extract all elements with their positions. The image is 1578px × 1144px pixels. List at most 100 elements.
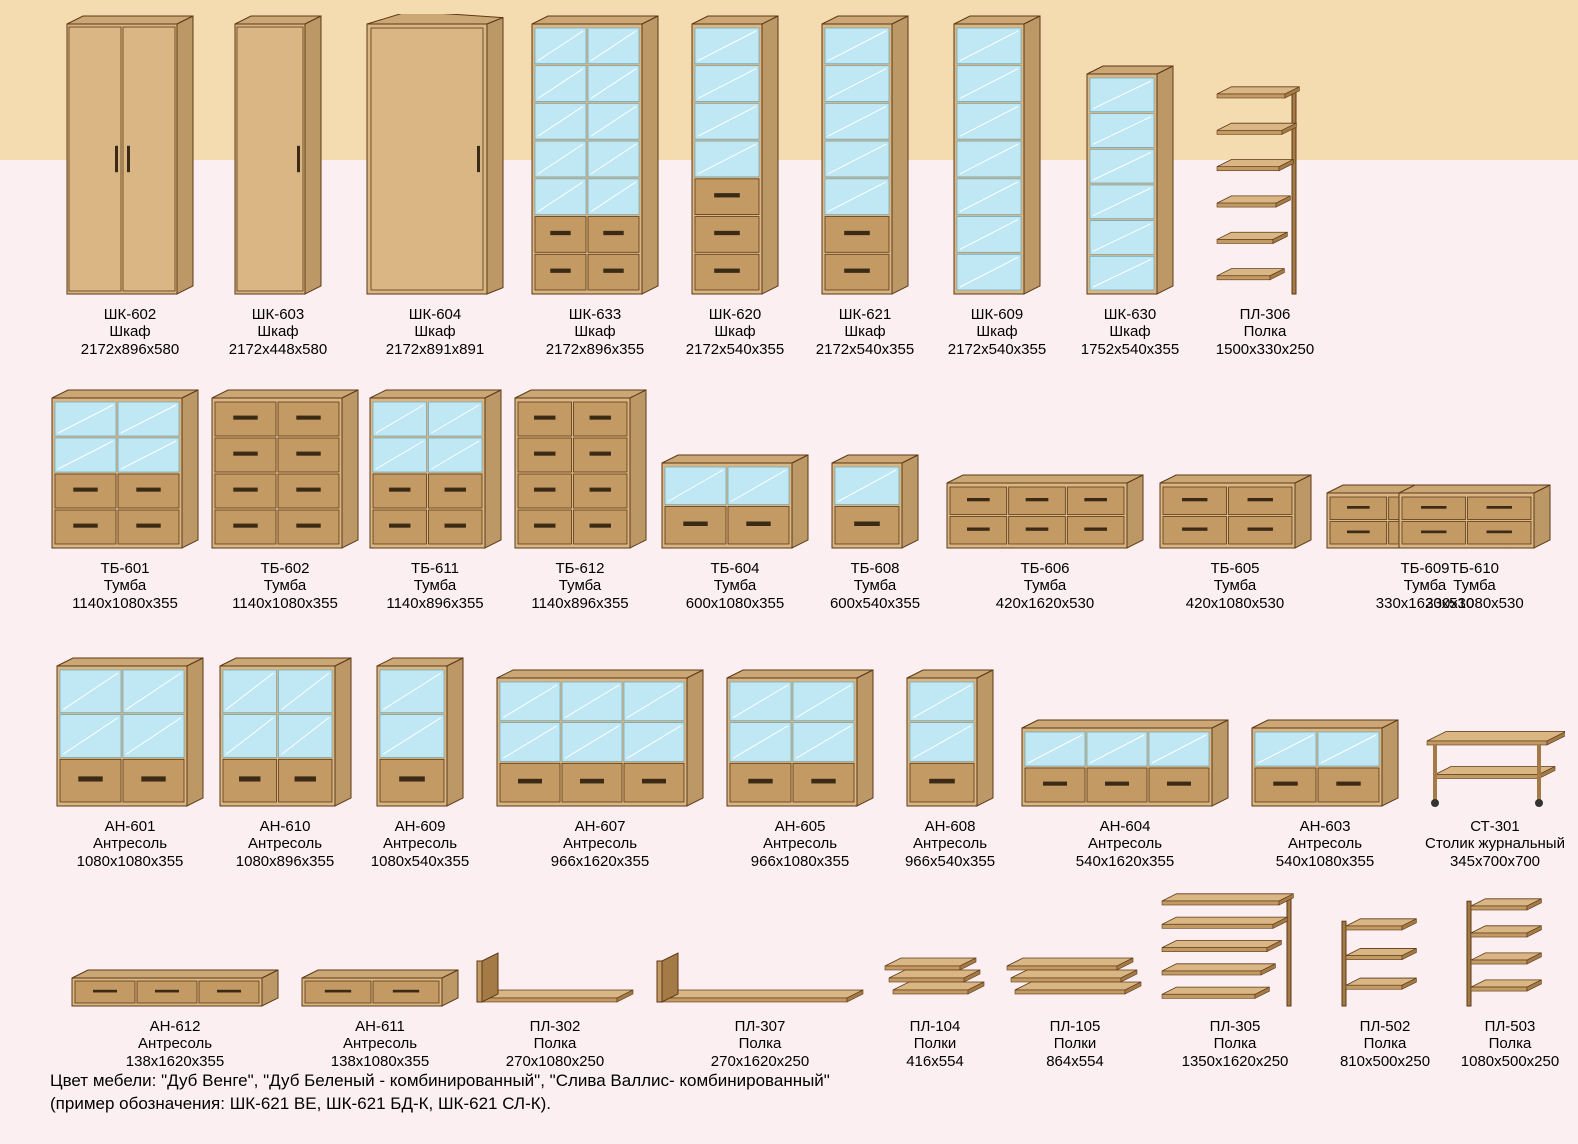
item-name: Антресоль: [751, 835, 849, 852]
item-dims: 2172x891x891: [386, 341, 484, 358]
catalog-item: СТ-301Столик журнальный345x700x700: [1420, 662, 1570, 870]
item-name: Шкаф: [816, 323, 914, 340]
item-name: Антресоль: [1276, 835, 1374, 852]
item-label: ТБ-610Тумба330x1080x530: [1425, 560, 1523, 612]
item-dims: 2172x540x355: [686, 341, 784, 358]
item-code: ПЛ-104: [906, 1018, 964, 1035]
catalog-item: ТБ-605Тумба420x1080x530: [1155, 384, 1315, 612]
footer-line: (пример обозначения: ШК-621 ВЕ, ШК-621 Б…: [50, 1093, 830, 1116]
catalog-item: ПЛ-305Полка1350x1620x250: [1160, 902, 1310, 1070]
item-label: ПЛ-307Полка270x1620x250: [711, 1018, 809, 1070]
footer-line: Цвет мебели: "Дуб Венге", "Дуб Беленый -…: [50, 1070, 830, 1093]
item-code: ПЛ-306: [1216, 306, 1314, 323]
item-name: Шкаф: [948, 323, 1046, 340]
item-label: ПЛ-502Полка810x500x250: [1340, 1018, 1430, 1070]
furniture-icon: [1085, 64, 1175, 300]
furniture-icon: [830, 453, 920, 554]
item-dims: 540x1080x355: [1276, 853, 1374, 870]
item-label: ТБ-602Тумба1140x1080x355: [232, 560, 338, 612]
furniture-icon: [690, 14, 780, 300]
item-code: АН-603: [1276, 818, 1374, 835]
catalog-item: АН-608Антресоль966x540x355: [895, 662, 1005, 870]
catalog-item: АН-605Антресоль966x1080x355: [720, 662, 880, 870]
catalog-item: ТБ-602Тумба1140x1080x355: [210, 384, 360, 612]
furniture-thumb: [655, 902, 865, 1012]
furniture-icon: [905, 668, 995, 812]
item-dims: 2172x896x580: [81, 341, 179, 358]
furniture-icon: [365, 14, 505, 300]
item-label: ШК-633Шкаф2172x896x355: [546, 306, 644, 358]
furniture-thumb: [60, 20, 200, 300]
item-name: Шкаф: [1081, 323, 1179, 340]
catalog-item: ТБ-611Тумба1140x896x355: [365, 384, 505, 612]
furniture-thumb: [880, 902, 990, 1012]
furniture-thumb: [365, 384, 505, 554]
item-dims: 864x554: [1046, 1053, 1104, 1070]
item-name: Антресоль: [236, 835, 334, 852]
item-code: ТБ-612: [531, 560, 628, 577]
item-label: ПЛ-104Полки416x554: [906, 1018, 964, 1070]
item-name: Тумба: [686, 577, 784, 594]
furniture-icon: [1158, 473, 1313, 554]
catalog-item: ШК-620Шкаф2172x540x355: [680, 20, 790, 358]
furniture-icon: [300, 968, 460, 1012]
item-code: ТБ-608: [830, 560, 920, 577]
item-dims: 345x700x700: [1425, 853, 1565, 870]
catalog-item: ТБ-601Тумба1140x1080x355: [50, 384, 200, 612]
furniture-thumb: [510, 384, 650, 554]
item-dims: 810x500x250: [1340, 1053, 1430, 1070]
furniture-icon: [945, 473, 1145, 554]
item-dims: 600x540x355: [830, 595, 920, 612]
item-dims: 1752x540x355: [1081, 341, 1179, 358]
furniture-icon: [1005, 946, 1145, 1012]
item-label: ШК-602Шкаф2172x896x580: [81, 306, 179, 358]
furniture-icon: [1397, 483, 1552, 554]
furniture-thumb: [1455, 902, 1565, 1012]
item-label: ПЛ-503Полка1080x500x250: [1461, 1018, 1559, 1070]
catalog-item: ШК-621Шкаф2172x540x355: [810, 20, 920, 358]
furniture-icon: [655, 951, 865, 1012]
catalog-item: ШК-633Шкаф2172x896x355: [525, 20, 665, 358]
furniture-icon: [820, 14, 910, 300]
item-code: ТБ-604: [686, 560, 784, 577]
item-label: АН-612Антресоль138x1620x355: [126, 1018, 224, 1070]
furniture-icon: [725, 668, 875, 812]
item-dims: 1350x1620x250: [1182, 1053, 1289, 1070]
catalog-item: ШК-604Шкаф2172x891x891: [360, 20, 510, 358]
item-name: Антресоль: [331, 1035, 429, 1052]
furniture-icon: [1020, 718, 1230, 812]
item-dims: 966x1080x355: [751, 853, 849, 870]
furniture-icon: [375, 656, 465, 812]
item-label: АН-611Антресоль138x1080x355: [331, 1018, 429, 1070]
furniture-thumb: [1160, 902, 1310, 1012]
item-label: ШК-620Шкаф2172x540x355: [686, 306, 784, 358]
furniture-thumb: [1005, 902, 1145, 1012]
item-code: СТ-301: [1425, 818, 1565, 835]
furniture-icon: [883, 946, 988, 1012]
footer-note: Цвет мебели: "Дуб Венге", "Дуб Беленый -…: [50, 1070, 830, 1116]
item-label: ШК-630Шкаф1752x540x355: [1081, 306, 1179, 358]
catalog-item: АН-611Антресоль138x1080x355: [300, 902, 460, 1070]
item-dims: 1080x896x355: [236, 853, 334, 870]
item-code: АН-611: [331, 1018, 429, 1035]
furniture-thumb: [1020, 662, 1230, 812]
furniture-thumb: [1245, 662, 1405, 812]
item-label: ПЛ-305Полка1350x1620x250: [1182, 1018, 1289, 1070]
catalog-page: ШК-602Шкаф2172x896x580ШК-603Шкаф2172x448…: [0, 0, 1578, 1144]
item-dims: 600x1080x355: [686, 595, 784, 612]
item-dims: 2172x448x580: [229, 341, 327, 358]
catalog-item: ТБ-608Тумба600x540x355: [820, 384, 930, 612]
item-label: ТБ-612Тумба1140x896x355: [531, 560, 628, 612]
item-code: ШК-621: [816, 306, 914, 323]
item-dims: 2172x540x355: [948, 341, 1046, 358]
catalog-item: АН-603Антресоль540x1080x355: [1245, 662, 1405, 870]
furniture-icon: [952, 14, 1042, 300]
item-label: ТБ-601Тумба1140x1080x355: [72, 560, 178, 612]
item-label: АН-603Антресоль540x1080x355: [1276, 818, 1374, 870]
item-name: Полка: [1182, 1035, 1289, 1052]
catalog-item: ПЛ-105Полки864x554: [1005, 902, 1145, 1070]
item-label: АН-608Антресоль966x540x355: [905, 818, 995, 870]
item-label: ПЛ-105Полки864x554: [1046, 1018, 1104, 1070]
item-name: Тумба: [531, 577, 628, 594]
item-code: ПЛ-105: [1046, 1018, 1104, 1035]
